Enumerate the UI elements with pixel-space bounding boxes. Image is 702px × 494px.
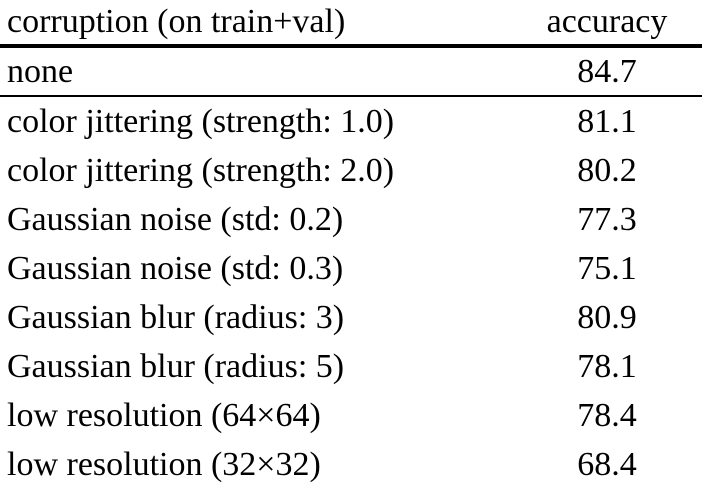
table-row: low resolution (64×64) 78.4 xyxy=(0,391,702,440)
table-row: Gaussian blur (radius: 3) 80.9 xyxy=(0,293,702,342)
corruption-cell: Gaussian noise (std: 0.2) xyxy=(7,200,344,238)
corruption-cell: low resolution (64×64) xyxy=(7,396,321,434)
accuracy-cell: 78.1 xyxy=(577,347,637,385)
column-header-corruption: corruption (on train+val) xyxy=(7,3,346,40)
table-body: none 84.7 color jittering (strength: 1.0… xyxy=(0,48,702,489)
corruption-cell: color jittering (strength: 1.0) xyxy=(7,102,395,140)
accuracy-cell: 75.1 xyxy=(577,249,637,287)
accuracy-cell: 78.4 xyxy=(577,396,637,434)
table-row: Gaussian blur (radius: 5) 78.1 xyxy=(0,342,702,391)
table-row: color jittering (strength: 1.0) 81.1 xyxy=(0,97,702,146)
table-header-row: corruption (on train+val) accuracy xyxy=(0,0,702,44)
corruption-cell: Gaussian noise (std: 0.3) xyxy=(7,249,344,287)
corruption-cell: Gaussian blur (radius: 3) xyxy=(7,298,345,336)
accuracy-cell: 80.2 xyxy=(577,151,637,189)
accuracy-cell: 80.9 xyxy=(577,298,637,336)
corruption-cell: none xyxy=(7,52,74,90)
corruption-cell: Gaussian blur (radius: 5) xyxy=(7,347,345,385)
table-row: Gaussian noise (std: 0.2) 77.3 xyxy=(0,195,702,244)
accuracy-cell: 77.3 xyxy=(577,200,637,238)
corruption-cell: low resolution (32×32) xyxy=(7,445,321,483)
header-separator-rule xyxy=(0,44,702,48)
accuracy-cell: 68.4 xyxy=(577,445,637,483)
table-row: Gaussian noise (std: 0.3) 75.1 xyxy=(0,244,702,293)
table-row: none 84.7 xyxy=(0,48,702,95)
table-row: color jittering (strength: 2.0) 80.2 xyxy=(0,146,702,195)
column-header-accuracy: accuracy xyxy=(546,3,668,40)
accuracy-cell: 84.7 xyxy=(577,52,637,90)
accuracy-cell: 81.1 xyxy=(577,102,637,140)
table-row: low resolution (32×32) 68.4 xyxy=(0,440,702,489)
corruption-cell: color jittering (strength: 2.0) xyxy=(7,151,395,189)
row-separator-rule xyxy=(0,95,702,97)
